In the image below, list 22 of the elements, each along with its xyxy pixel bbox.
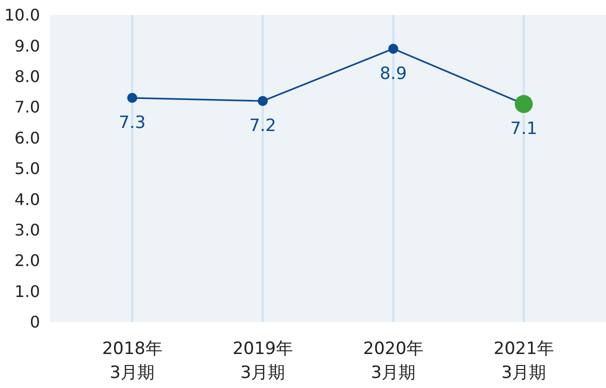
y-tick-label: 1.0: [14, 282, 40, 301]
point: [388, 44, 398, 54]
data-label: 7.1: [510, 119, 538, 140]
point: [258, 96, 268, 106]
y-tick-label: 4.0: [14, 190, 40, 209]
y-tick-label: 9.0: [14, 36, 40, 56]
y-tick-label: 8.0: [14, 67, 40, 86]
y-tick-label: 0: [30, 312, 40, 332]
y-tick-label: 3.0: [14, 220, 40, 240]
data-label: 7.2: [249, 116, 276, 136]
y-tick-label: 10.0: [4, 6, 40, 25]
x-tick-label: 2019年 3月期: [232, 339, 293, 383]
data-label: 7.3: [118, 112, 146, 133]
x-tick-label: 2020年 3月期: [363, 339, 424, 383]
y-tick-label: 2.0: [14, 251, 40, 270]
y-tick-label: 7.0: [14, 98, 40, 117]
y-tick-label: 5.0: [14, 159, 40, 178]
point: [127, 92, 138, 103]
y-tick-label: 6.0: [14, 128, 40, 148]
x-tick-label: 2021年 3月期: [494, 339, 554, 383]
data-label: 8.9: [380, 64, 407, 84]
x-tick-label: 2018年 3月期: [102, 339, 162, 383]
